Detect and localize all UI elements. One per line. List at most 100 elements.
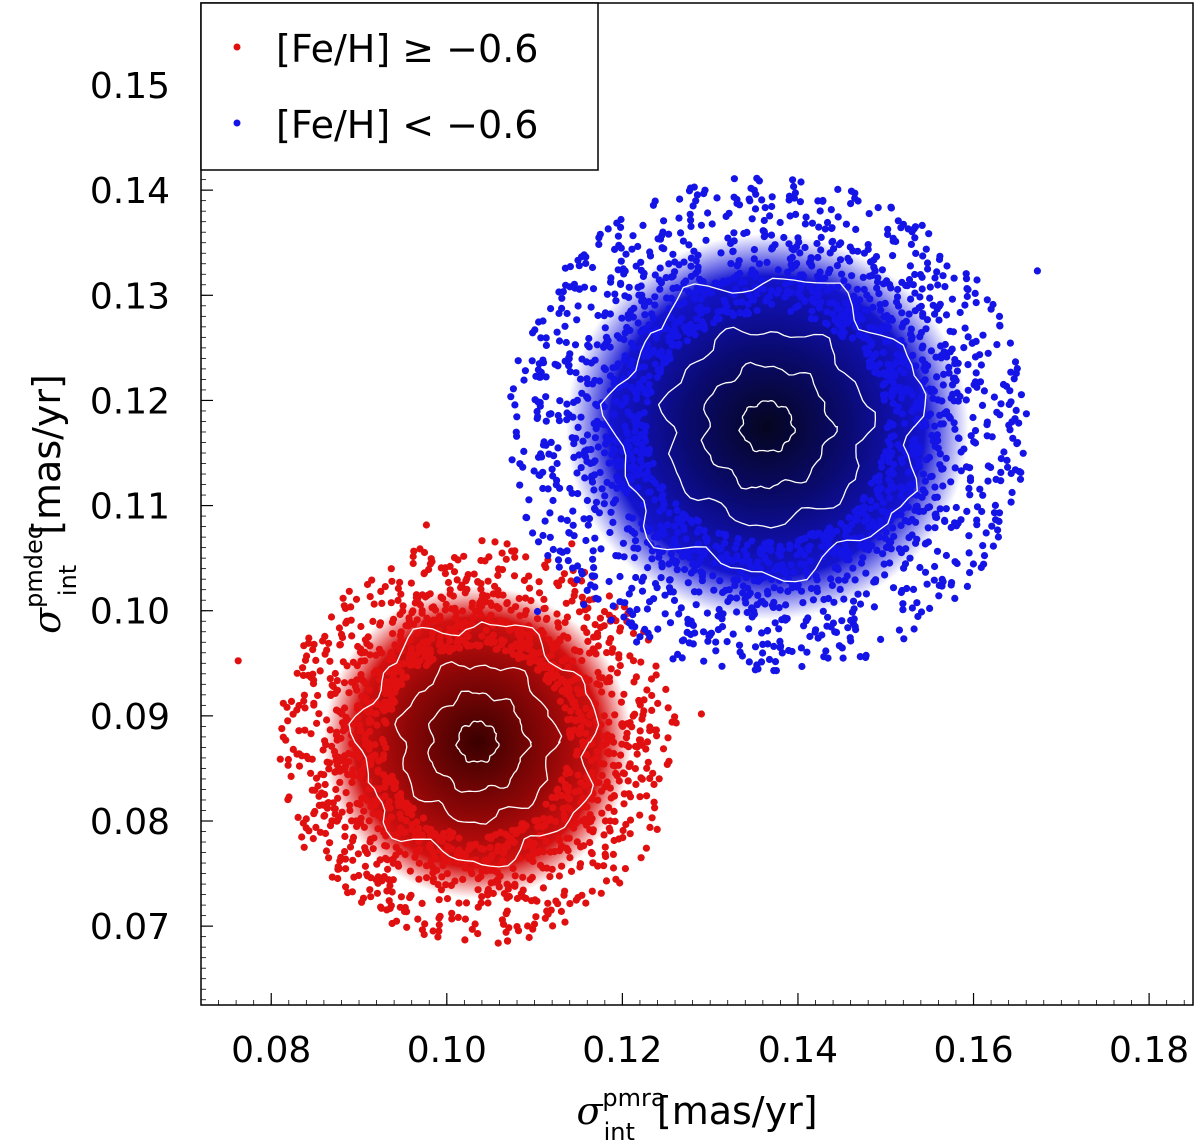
- data-point-metal-rich: [331, 669, 339, 678]
- data-point-metal-rich: [366, 886, 374, 894]
- contour-metal-poor: [738, 400, 796, 453]
- data-point-metal-rich: [478, 632, 486, 640]
- data-point-metal-poor: [672, 500, 680, 508]
- data-point-metal-poor: [755, 177, 764, 185]
- data-point-metal-poor: [616, 572, 624, 581]
- data-point-metal-rich: [393, 664, 401, 672]
- data-point-metal-poor: [565, 353, 573, 361]
- data-point-metal-poor: [554, 444, 562, 452]
- data-point-metal-rich: [648, 691, 656, 700]
- data-point-metal-poor: [751, 283, 760, 291]
- data-point-metal-poor: [823, 528, 831, 536]
- data-point-metal-poor: [942, 505, 950, 513]
- data-point-metal-rich: [369, 845, 377, 853]
- data-point-metal-poor: [525, 496, 533, 504]
- data-point-metal-poor: [848, 334, 857, 342]
- data-point-metal-rich: [429, 927, 437, 935]
- data-point-metal-poor: [732, 285, 740, 293]
- data-point-metal-poor: [927, 473, 935, 481]
- data-point-metal-poor: [791, 262, 799, 270]
- data-point-metal-rich: [413, 818, 421, 826]
- data-point-metal-poor: [603, 436, 611, 444]
- data-point-metal-poor: [973, 276, 981, 284]
- data-point-metal-rich: [511, 880, 519, 889]
- data-point-metal-rich: [322, 847, 331, 855]
- data-point-metal-poor: [995, 517, 1003, 526]
- data-point-metal-poor: [617, 257, 625, 265]
- data-point-metal-poor: [591, 534, 599, 542]
- data-point-metal-rich: [409, 559, 417, 568]
- data-point-metal-rich: [618, 740, 626, 748]
- data-point-metal-rich: [423, 874, 431, 882]
- data-point-metal-poor: [760, 216, 768, 225]
- data-point-metal-rich: [605, 824, 613, 832]
- data-point-metal-poor: [838, 644, 846, 652]
- data-point-metal-poor: [630, 462, 638, 470]
- data-point-metal-rich: [594, 642, 603, 650]
- data-point-metal-poor: [670, 321, 679, 329]
- data-point-metal-poor: [733, 594, 741, 602]
- data-point-metal-poor: [576, 375, 585, 383]
- data-point-metal-poor: [951, 594, 959, 603]
- data-point-metal-rich: [501, 647, 509, 655]
- data-point-metal-rich: [644, 758, 652, 766]
- legend-marker-metal-poor: [233, 119, 241, 127]
- data-point-metal-poor: [743, 228, 751, 236]
- data-point-metal-rich: [411, 853, 419, 861]
- data-point-metal-poor: [646, 248, 654, 256]
- data-point-metal-rich: [312, 823, 320, 832]
- data-point-metal-rich: [643, 738, 652, 746]
- data-point-metal-poor: [906, 486, 914, 494]
- data-point-metal-poor: [834, 283, 842, 291]
- data-point-metal-rich: [482, 626, 490, 634]
- data-point-metal-rich: [373, 889, 381, 897]
- data-point-metal-poor: [578, 570, 586, 578]
- data-point-metal-rich: [605, 592, 614, 600]
- data-point-metal-rich: [664, 704, 672, 712]
- data-point-metal-poor: [813, 272, 822, 280]
- data-point-metal-poor: [954, 519, 962, 527]
- data-point-metal-poor: [569, 564, 577, 572]
- data-point-metal-rich: [650, 798, 658, 806]
- data-point-metal-poor: [838, 617, 846, 625]
- data-point-metal-rich: [336, 641, 344, 649]
- data-point-metal-poor: [1003, 456, 1011, 464]
- data-point-metal-poor: [873, 284, 881, 292]
- data-point-metal-poor: [770, 584, 778, 592]
- data-point-metal-poor: [907, 240, 916, 248]
- data-point-metal-poor: [783, 287, 791, 296]
- data-point-metal-poor: [964, 333, 972, 341]
- data-point-metal-poor: [555, 337, 564, 345]
- data-point-metal-poor: [682, 277, 690, 285]
- data-point-metal-poor: [929, 394, 937, 402]
- data-point-metal-rich: [407, 635, 415, 644]
- data-point-metal-poor: [748, 296, 756, 304]
- y-tick-label: 0.09: [90, 697, 170, 738]
- data-point-metal-poor: [801, 220, 810, 228]
- data-point-metal-rich: [315, 801, 323, 810]
- data-point-metal-poor: [804, 544, 812, 552]
- data-point-metal-rich: [414, 915, 422, 923]
- data-point-metal-poor: [568, 434, 576, 442]
- data-point-metal-poor: [894, 217, 902, 225]
- data-point-metal-poor: [588, 263, 597, 272]
- data-point-metal-poor: [806, 632, 814, 641]
- data-point-metal-rich: [542, 615, 551, 624]
- data-point-metal-rich: [567, 707, 575, 715]
- data-point-metal-rich: [394, 584, 402, 593]
- data-point-metal-poor: [853, 285, 862, 293]
- data-point-metal-poor: [963, 582, 972, 591]
- data-point-metal-poor: [931, 483, 939, 491]
- data-point-metal-poor: [764, 626, 772, 635]
- data-point-metal-rich: [391, 784, 399, 792]
- data-point-metal-poor: [808, 307, 816, 315]
- data-point-metal-poor: [529, 329, 537, 337]
- data-point-metal-poor: [555, 309, 563, 317]
- data-point-metal-poor: [516, 460, 524, 468]
- data-point-metal-poor: [865, 210, 873, 218]
- data-point-metal-rich: [324, 799, 333, 807]
- data-point-metal-poor: [931, 442, 939, 450]
- data-point-metal-poor: [775, 286, 783, 294]
- data-point-metal-poor: [886, 494, 894, 502]
- data-point-metal-rich: [353, 822, 361, 831]
